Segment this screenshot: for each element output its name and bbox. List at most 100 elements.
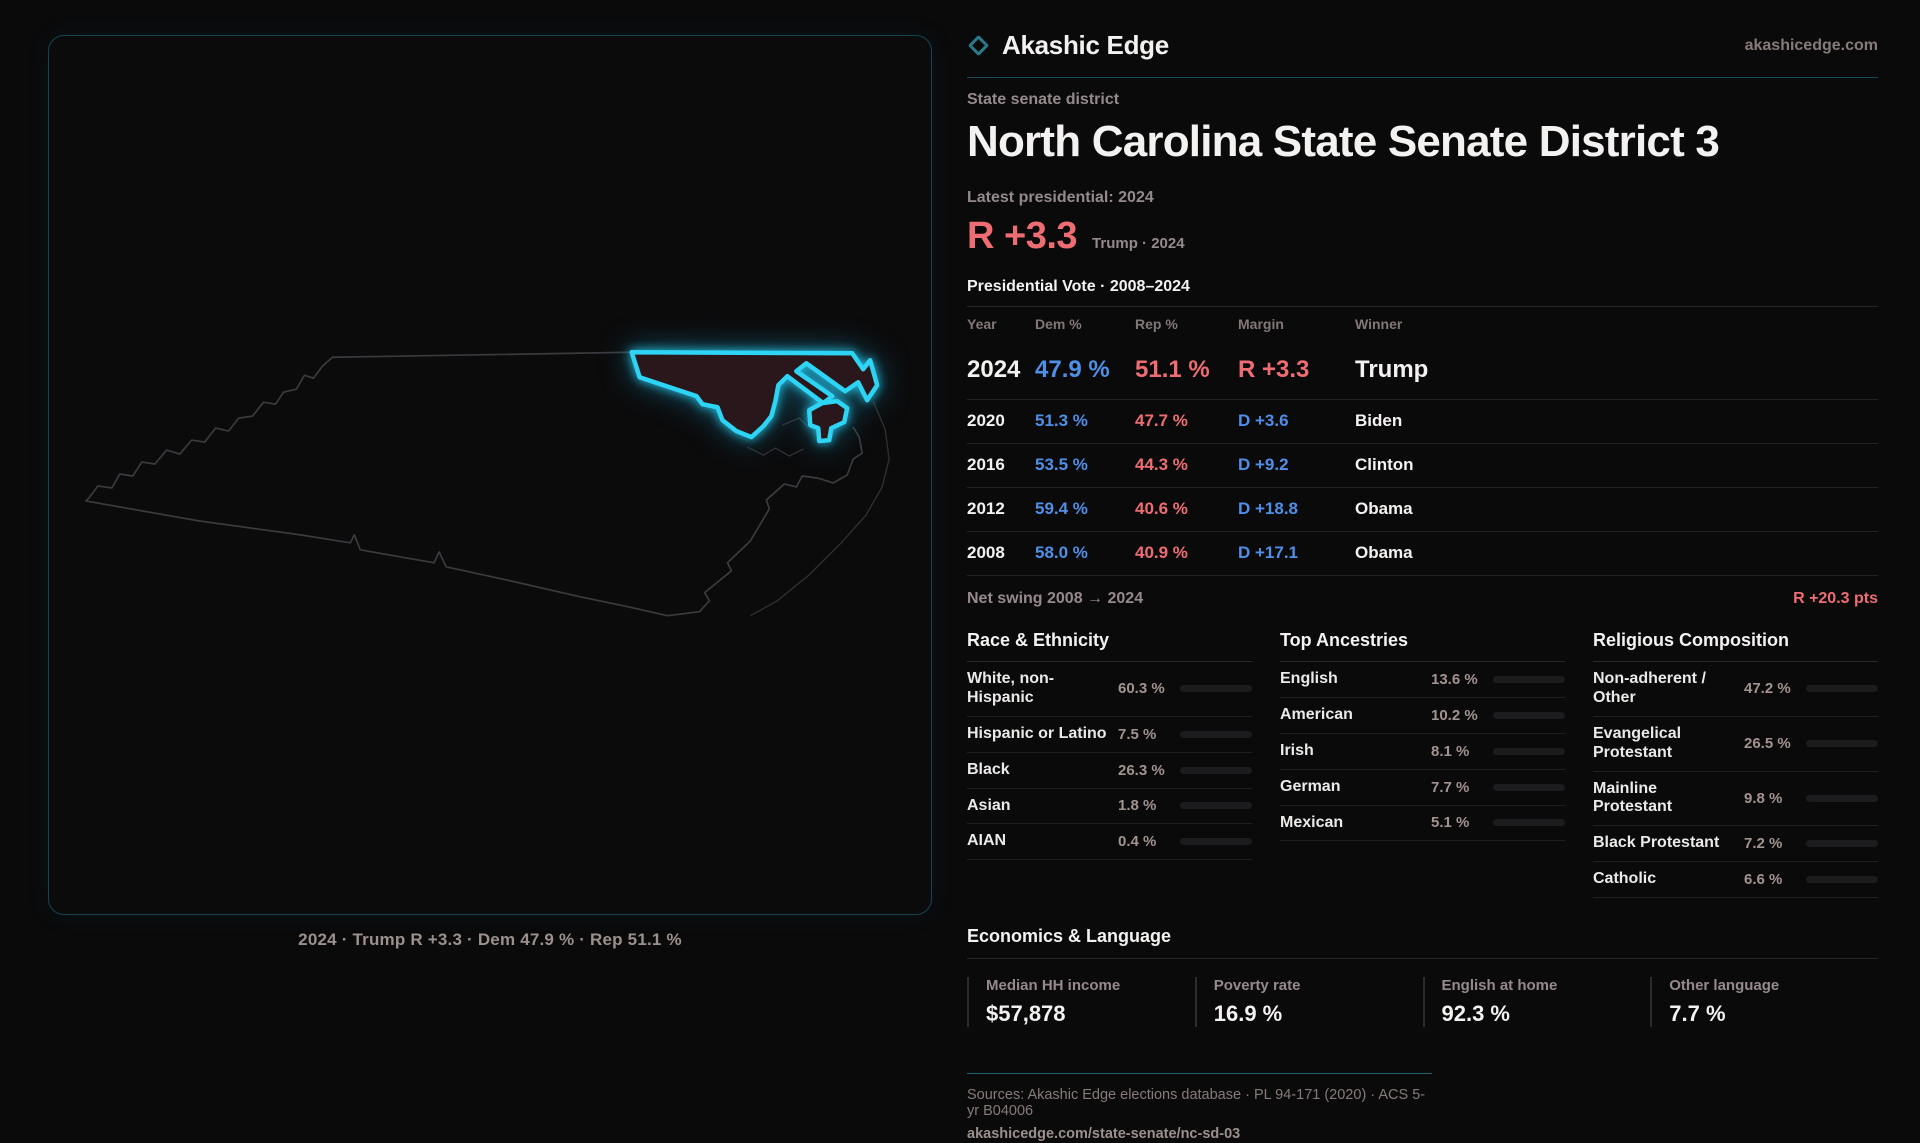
demographic-row: Black Protestant 7.2 % — [1593, 826, 1878, 863]
cell-winner: Biden — [1355, 411, 1403, 430]
demographic-bar-track — [1180, 838, 1252, 846]
stat-block: Other language 7.7 % — [1650, 977, 1878, 1027]
demographic-label: Mexican — [1280, 813, 1344, 831]
demographic-value: 8.1 % — [1431, 742, 1470, 760]
stat-value: $57,878 — [986, 1001, 1066, 1026]
stat-block: English at home 92.3 % — [1422, 977, 1651, 1027]
table-row: 2012 59.4 % 40.6 % D +18.8 Obama — [967, 488, 1878, 532]
demographic-bar-track — [1180, 766, 1252, 774]
cell-margin: D +17.1 — [1238, 543, 1299, 562]
cell-rep: 40.6 % — [1135, 499, 1188, 518]
stat-block: Poverty rate 16.9 % — [1194, 977, 1423, 1027]
demographic-row: Evangelical Protestant 26.5 % — [1593, 717, 1878, 772]
demographic-value: 1.8 % — [1118, 797, 1157, 815]
cell-margin: R +3.3 — [1238, 356, 1310, 383]
outer-banks-line — [750, 400, 890, 617]
cell-year: 2016 — [967, 455, 1005, 474]
state-outline — [85, 351, 864, 617]
stat-label: Poverty rate — [1213, 977, 1301, 994]
brand-name: Akashic Edge — [1002, 30, 1169, 60]
cell-winner: Clinton — [1355, 455, 1414, 474]
demographic-row: Black 26.3 % — [967, 753, 1252, 789]
demographic-value: 7.2 % — [1744, 835, 1783, 853]
demographic-label: Hispanic or Latino — [967, 724, 1107, 742]
demographic-value: 26.5 % — [1744, 735, 1791, 753]
demographic-value: 5.1 % — [1431, 814, 1470, 832]
demographic-value: 47.2 % — [1744, 680, 1791, 698]
demographic-bar-track — [1806, 740, 1878, 748]
demographic-bar-track — [1180, 730, 1252, 738]
demographic-value: 13.6 % — [1431, 670, 1478, 688]
demographic-row: AIAN 0.4 % — [967, 824, 1252, 861]
demographic-value: 10.2 % — [1431, 706, 1478, 724]
cell-year: 2020 — [967, 411, 1005, 430]
demographic-label: Black — [967, 760, 1010, 778]
section-rows: White, non-Hispanic 60.3 % Hispanic or L… — [967, 662, 1252, 861]
demographic-label: Asian — [967, 796, 1011, 814]
demographic-row: English 13.6 % — [1280, 662, 1565, 698]
cell-dem: 47.9 % — [1035, 356, 1110, 383]
demographic-row: Catholic 6.6 % — [1593, 862, 1878, 898]
permalink[interactable]: akashicedge.com/state-senate/nc-sd-03 — [967, 1126, 1241, 1142]
demographic-label: Black Protestant — [1593, 834, 1720, 852]
stat-block: Median HH income $57,878 — [967, 977, 1195, 1027]
section-title: Religious Composition — [1593, 630, 1878, 662]
table-row: 2024 47.9 % 51.1 % R +3.3 Trump — [967, 343, 1878, 400]
cell-rep: 51.1 % — [1135, 356, 1210, 383]
demographic-row: American 10.2 % — [1280, 698, 1565, 734]
cell-dem: 59.4 % — [1035, 499, 1088, 518]
brand-header: Akashic Edge akashicedge.com — [967, 30, 1878, 78]
demographic-label: White, non-Hispanic — [967, 670, 1055, 706]
demographic-row: German 7.7 % — [1280, 770, 1565, 806]
demographic-value: 60.3 % — [1118, 680, 1165, 698]
cell-rep: 40.9 % — [1135, 543, 1188, 562]
district-map-panel — [48, 35, 932, 915]
cell-winner: Obama — [1355, 499, 1413, 518]
footer: Sources: Akashic Edge elections database… — [967, 1073, 1432, 1143]
col-header-year: Year — [967, 316, 997, 332]
col-header-winner: Winner — [1355, 316, 1403, 332]
demographic-bar-track — [1493, 675, 1565, 683]
district-island-polygon — [807, 398, 850, 444]
table-title: Presidential Vote · 2008–2024 — [967, 278, 1878, 307]
demographics-section: Top Ancestries English 13.6 % American 1… — [1280, 630, 1565, 842]
stat-label: English at home — [1441, 977, 1558, 994]
demographics-grid: Race & Ethnicity White, non-Hispanic 60.… — [967, 630, 1878, 898]
demographic-value: 6.6 % — [1744, 871, 1783, 889]
table-row: 2016 53.5 % 44.3 % D +9.2 Clinton — [967, 444, 1878, 488]
demographic-label: Irish — [1280, 741, 1314, 759]
demographic-bar-track — [1806, 685, 1878, 693]
section-title: Top Ancestries — [1280, 630, 1565, 662]
economics-title: Economics & Language — [967, 926, 1878, 959]
cell-winner: Obama — [1355, 543, 1413, 562]
demographic-bar-track — [1180, 802, 1252, 810]
page-kicker: State senate district — [967, 91, 1120, 108]
demographic-value: 9.8 % — [1744, 789, 1783, 807]
district-main-polygon — [629, 350, 880, 440]
demographic-row: White, non-Hispanic 60.3 % — [967, 662, 1252, 717]
cell-rep: 47.7 % — [1135, 411, 1188, 430]
cell-winner: Trump — [1355, 356, 1429, 383]
brand-domain-link[interactable]: akashicedge.com — [1744, 36, 1878, 54]
cell-margin: D +3.6 — [1238, 411, 1289, 430]
demographic-label: Catholic — [1593, 870, 1657, 888]
sound-shoreline — [747, 446, 804, 457]
highlighted-district — [629, 350, 880, 444]
brand-diamond-icon — [967, 34, 990, 57]
table-header-row: Year Dem % Rep % Margin Winner — [967, 307, 1878, 343]
cell-margin: D +18.8 — [1238, 499, 1299, 518]
net-swing-label: Net swing 2008 → 2024 — [967, 590, 1144, 607]
cell-rep: 44.3 % — [1135, 455, 1188, 474]
demographic-value: 0.4 % — [1118, 833, 1157, 851]
stat-value: 16.9 % — [1213, 1001, 1283, 1026]
demographic-bar-track — [1806, 876, 1878, 884]
economics-stats: Median HH income $57,878 Poverty rate 16… — [967, 977, 1878, 1027]
section-title: Race & Ethnicity — [967, 630, 1252, 662]
cell-margin: D +9.2 — [1238, 455, 1289, 474]
col-header-rep: Rep % — [1135, 316, 1178, 332]
demographic-label: Mainline Protestant — [1593, 779, 1673, 816]
demographic-row: Non-adherent / Other 47.2 % — [1593, 662, 1878, 717]
cell-dem: 53.5 % — [1035, 455, 1088, 474]
section-rows: English 13.6 % American 10.2 % Irish 8.1… — [1280, 662, 1565, 842]
col-header-dem: Dem % — [1035, 316, 1082, 332]
